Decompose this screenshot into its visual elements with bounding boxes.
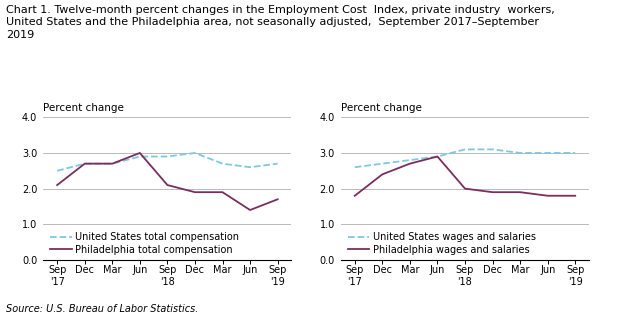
Legend: United States wages and salaries, Philadelphia wages and salaries: United States wages and salaries, Philad… [346,230,538,256]
Text: 2019: 2019 [6,30,35,40]
Text: Percent change: Percent change [341,102,422,113]
Text: Source: U.S. Bureau of Labor Statistics.: Source: U.S. Bureau of Labor Statistics. [6,304,198,314]
Text: Chart 1. Twelve-month percent changes in the Employment Cost  Index, private ind: Chart 1. Twelve-month percent changes in… [6,5,555,15]
Legend: United States total compensation, Philadelphia total compensation: United States total compensation, Philad… [48,230,241,256]
Text: Percent change: Percent change [43,102,124,113]
Text: United States and the Philadelphia area, not seasonally adjusted,  September 201: United States and the Philadelphia area,… [6,17,539,28]
